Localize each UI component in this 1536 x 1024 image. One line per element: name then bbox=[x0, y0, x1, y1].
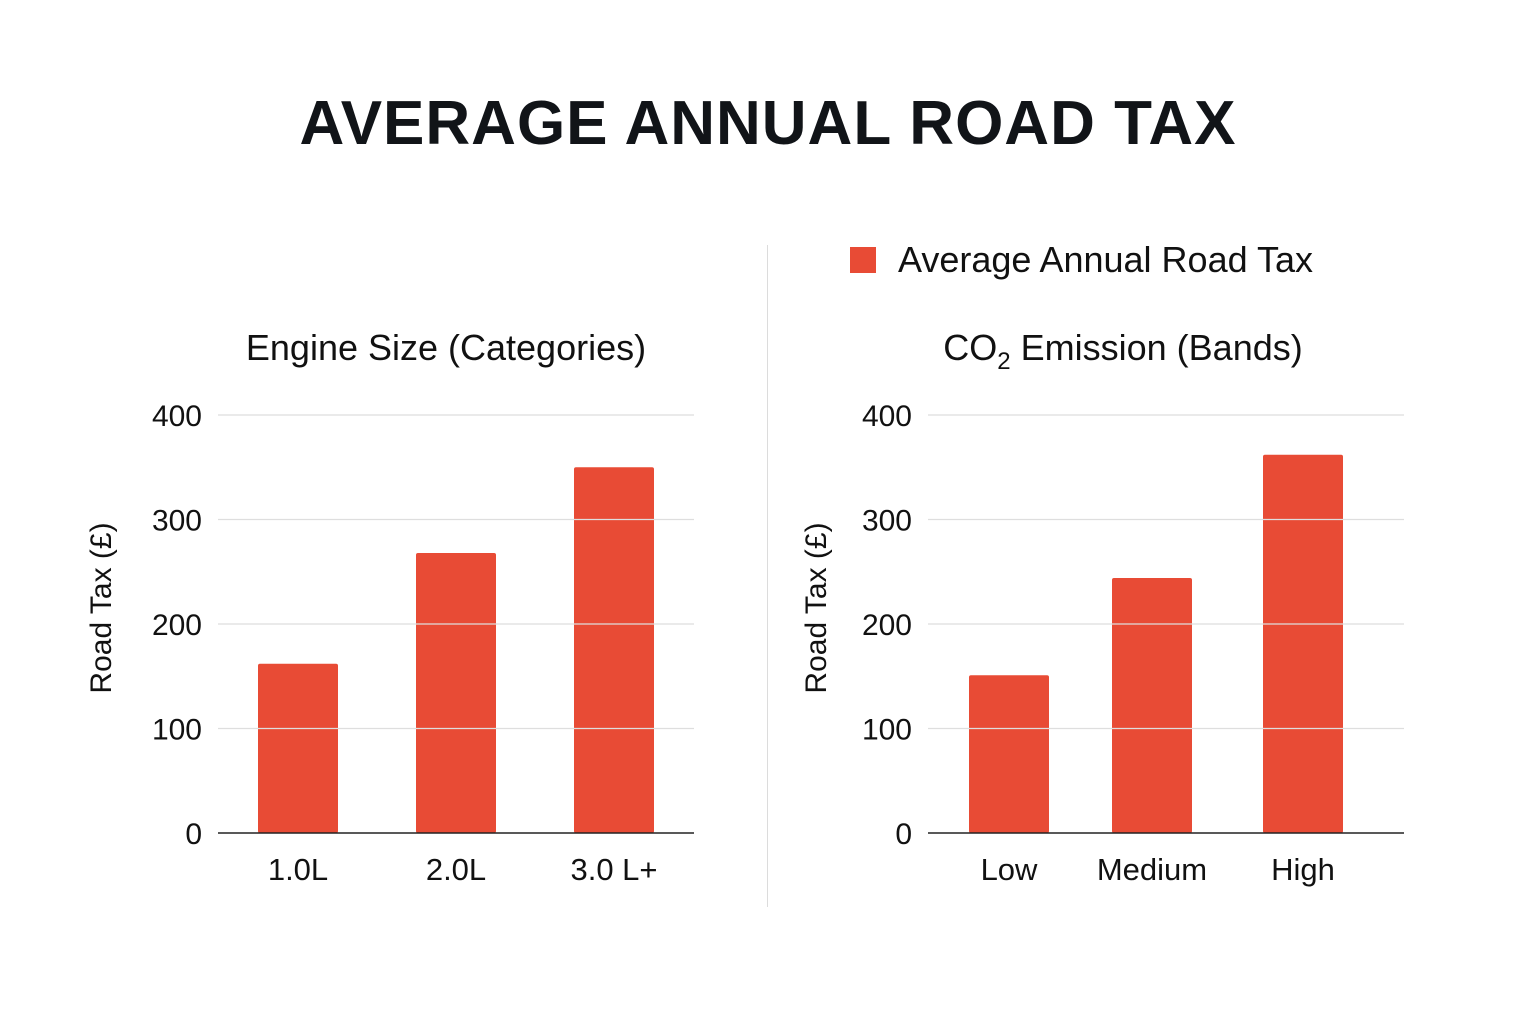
co2-emission-x-category-label: Low bbox=[981, 852, 1038, 887]
chart-main-title: AVERAGE ANNUAL ROAD TAX bbox=[299, 89, 1237, 158]
engine-size-bar bbox=[574, 467, 654, 833]
co2-emission-bar bbox=[969, 675, 1049, 833]
engine-size-y-tick-label: 0 bbox=[185, 818, 202, 851]
engine-size-y-tick-label: 200 bbox=[152, 609, 202, 642]
co2-emission-x-category-label: Medium bbox=[1097, 852, 1207, 887]
chart-divider bbox=[767, 245, 768, 907]
co2-emission-y-tick-label: 400 bbox=[862, 400, 912, 433]
engine-size-y-tick-label: 100 bbox=[152, 714, 202, 747]
co2-emission-y-tick-label: 200 bbox=[862, 609, 912, 642]
co2-emission-y-tick-label: 300 bbox=[862, 505, 912, 538]
co2-title-rest: Emission (Bands) bbox=[1011, 327, 1303, 368]
legend-label: Average Annual Road Tax bbox=[898, 239, 1313, 280]
legend: Average Annual Road Tax bbox=[850, 236, 1313, 284]
co2-emission-chart: 0 100 200 300 400 Low Medium High bbox=[862, 400, 1404, 887]
engine-size-chart-title: Engine Size (Categories) bbox=[246, 327, 646, 368]
engine-size-y-axis-title: Road Tax (£) bbox=[85, 522, 118, 693]
engine-size-x-category-label: 2.0L bbox=[426, 852, 486, 887]
engine-size-bar bbox=[416, 552, 496, 833]
co2-emission-x-category-label: High bbox=[1271, 852, 1335, 887]
co2-emission-bar bbox=[1112, 578, 1192, 833]
engine-size-chart: 0 100 200 300 400 1.0L 2.0L 3.0 L+ bbox=[152, 400, 694, 887]
co2-emission-y-tick-label: 100 bbox=[862, 714, 912, 747]
engine-size-bar bbox=[258, 663, 338, 833]
engine-size-y-tick-label: 300 bbox=[152, 505, 202, 538]
co2-title-subscript: 2 bbox=[997, 348, 1010, 375]
co2-emission-chart-title: CO2 Emission (Bands) bbox=[943, 327, 1302, 375]
legend-swatch bbox=[850, 247, 876, 273]
engine-size-x-category-label: 1.0L bbox=[268, 852, 328, 887]
co2-emission-y-tick-label: 0 bbox=[895, 818, 912, 851]
engine-size-y-tick-label: 400 bbox=[152, 400, 202, 433]
co2-emission-bar bbox=[1263, 454, 1343, 833]
co2-emission-y-axis-title: Road Tax (£) bbox=[800, 522, 833, 693]
engine-size-x-category-label: 3.0 L+ bbox=[570, 852, 657, 887]
co2-title-main: CO bbox=[943, 327, 997, 368]
